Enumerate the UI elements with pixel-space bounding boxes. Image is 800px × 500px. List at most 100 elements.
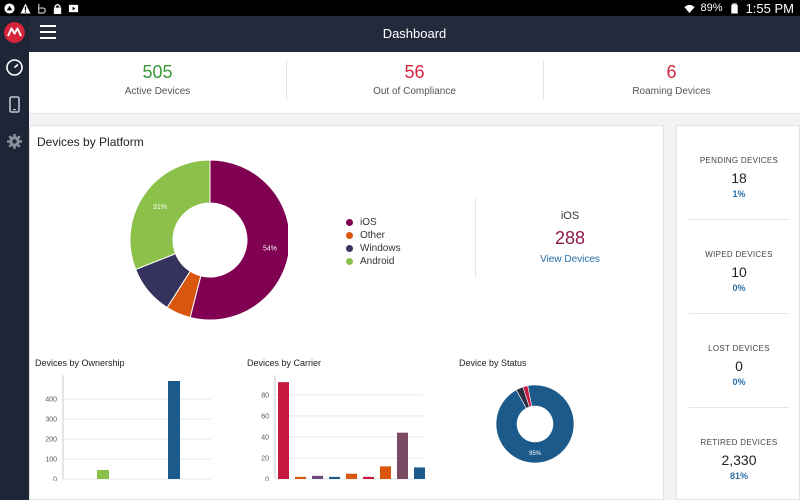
page-title: Dashboard	[382, 26, 447, 41]
side-label: WIPED DEVICES	[705, 250, 773, 259]
status-slice[interactable]	[522, 385, 532, 408]
side-percent: 1%	[732, 189, 746, 199]
y-tick-label: 0	[265, 477, 269, 482]
bar[interactable]	[312, 475, 323, 479]
bar[interactable]	[346, 473, 357, 479]
y-tick-label: 400	[45, 397, 57, 404]
legend-label: iOS	[360, 217, 377, 228]
warning-icon	[20, 2, 31, 14]
carrier-bar-chart[interactable]: 0 20 40 60 80	[247, 371, 427, 481]
donut-slice-android[interactable]	[129, 159, 211, 271]
stat-value: 505	[142, 62, 173, 82]
selected-platform-detail: iOS 288 View Devices	[520, 210, 620, 265]
lost-devices-block[interactable]: LOST DEVICES 0 0%	[677, 344, 800, 387]
slice-label: 95%	[529, 451, 542, 457]
legend-label: Android	[360, 256, 395, 267]
device-phone-icon[interactable]	[5, 95, 24, 114]
stat-out-of-compliance[interactable]: 56 Out of Compliance	[286, 52, 543, 113]
y-tick-label: 0	[53, 477, 57, 482]
legend-dot	[346, 219, 353, 226]
dashboard-gauge-icon[interactable]	[5, 58, 24, 77]
legend-item-ios[interactable]: iOS	[346, 216, 401, 229]
divider	[689, 313, 789, 314]
slice-label: 54%	[263, 246, 277, 253]
ownership-chart-title: Devices by Ownership	[35, 358, 125, 368]
bar[interactable]	[97, 470, 109, 479]
bar[interactable]	[397, 432, 408, 479]
slice-label: 31%	[153, 204, 167, 211]
stat-active-devices[interactable]: 505 Active Devices	[29, 52, 286, 113]
status-slice[interactable]	[495, 384, 575, 464]
stat-value: 56	[404, 62, 425, 82]
device-state-panel: PENDING DEVICES 18 1% WIPED DEVICES 10 0…	[676, 125, 800, 500]
y-tick-label: 200	[45, 437, 57, 444]
legend-dot	[346, 258, 353, 265]
bar[interactable]	[278, 382, 289, 479]
notification-icon	[4, 2, 15, 14]
side-value: 10	[731, 264, 747, 280]
bar[interactable]	[363, 476, 374, 479]
view-devices-link[interactable]: View Devices	[540, 254, 600, 265]
card-title: Devices by Platform	[37, 135, 144, 149]
settings-gear-icon[interactable]	[5, 132, 24, 151]
side-label: RETIRED DEVICES	[700, 438, 778, 447]
divider	[689, 219, 789, 220]
selected-platform-count: 288	[554, 228, 586, 248]
lock-icon	[53, 3, 62, 14]
pending-devices-block[interactable]: PENDING DEVICES 18 1%	[677, 156, 800, 199]
legend-dot	[346, 232, 353, 239]
y-tick-label: 20	[261, 455, 269, 462]
battery-percent: 89%	[700, 2, 723, 14]
y-tick-label: 60	[261, 413, 269, 420]
legend-item-other[interactable]: Other	[346, 229, 401, 242]
summary-stats: 505 Active Devices 56 Out of Compliance …	[29, 52, 800, 114]
stat-roaming-devices[interactable]: 6 Roaming Devices	[543, 52, 800, 113]
bar[interactable]	[295, 476, 306, 479]
menu-hamburger-icon[interactable]	[40, 25, 56, 39]
y-tick-label: 100	[45, 457, 57, 464]
side-percent: 0%	[732, 377, 746, 387]
bar[interactable]	[168, 381, 180, 479]
app-logo[interactable]	[4, 22, 25, 43]
side-value: 0	[735, 358, 743, 374]
status-chart-title: Device by Status	[459, 358, 527, 368]
bar[interactable]	[414, 467, 425, 479]
ownership-bar-chart[interactable]: 0 100 200 300 400	[35, 371, 215, 481]
status-donut-chart[interactable]: 95%	[492, 381, 578, 467]
stat-label: Roaming Devices	[632, 86, 711, 97]
battery-icon	[730, 2, 738, 14]
legend-dot	[346, 245, 353, 252]
selected-platform-name: iOS	[560, 210, 580, 222]
y-tick-label: 300	[45, 417, 57, 424]
clock: 1:55 PM	[745, 0, 794, 16]
legend-item-windows[interactable]: Windows	[346, 242, 401, 255]
stat-label: Active Devices	[124, 86, 191, 97]
divider	[475, 198, 476, 278]
y-tick-label: 80	[261, 392, 269, 399]
stat-value: 6	[666, 62, 677, 82]
platform-donut-chart[interactable]: 54% 31%	[128, 156, 288, 322]
side-value: 2,330	[721, 452, 757, 468]
wiped-devices-block[interactable]: WIPED DEVICES 10 0%	[677, 250, 800, 293]
media-icon	[68, 4, 79, 12]
platform-legend: iOS Other Windows Android	[346, 216, 401, 268]
side-percent: 0%	[732, 283, 746, 293]
stat-label: Out of Compliance	[373, 86, 456, 97]
donut-slice-ios[interactable]	[189, 159, 288, 321]
carrier-chart-title: Devices by Carrier	[247, 358, 322, 368]
side-label: LOST DEVICES	[708, 344, 770, 353]
app-header: Dashboard	[29, 16, 800, 52]
legend-label: Other	[360, 230, 386, 241]
side-label: PENDING DEVICES	[699, 156, 779, 165]
side-value: 18	[731, 170, 747, 186]
wifi-icon	[684, 4, 695, 13]
y-tick-label: 40	[261, 434, 269, 441]
legend-item-android[interactable]: Android	[346, 255, 401, 268]
bar[interactable]	[329, 476, 340, 479]
legend-label: Windows	[360, 243, 401, 254]
devices-by-platform-card: Devices by Platform 54% 31% iOS Other Win…	[29, 125, 664, 500]
bar[interactable]	[380, 466, 391, 479]
retired-devices-block[interactable]: RETIRED DEVICES 2,330 81%	[677, 438, 800, 481]
nav-rail	[0, 16, 29, 500]
divider	[689, 407, 789, 408]
